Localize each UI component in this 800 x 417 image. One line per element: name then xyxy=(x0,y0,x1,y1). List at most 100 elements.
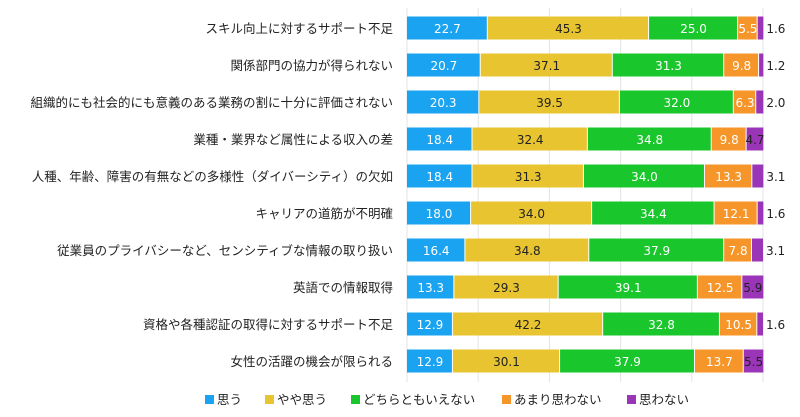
bar-segment xyxy=(407,127,472,151)
data-label: 4.7 xyxy=(745,133,764,147)
bar-segment xyxy=(407,201,471,225)
bar-segment xyxy=(711,127,746,151)
bar-segment xyxy=(752,164,764,188)
data-label: 32.8 xyxy=(648,318,675,332)
legend-label: やや思う xyxy=(277,392,327,407)
data-label: 22.7 xyxy=(434,22,461,36)
category-label: スキル向上に対するサポート不足 xyxy=(205,21,393,36)
data-label: 34.8 xyxy=(636,133,663,147)
category-label: 業種・業界など属性による収入の差 xyxy=(193,132,393,147)
data-label: 37.1 xyxy=(533,59,560,73)
data-label: 5.5 xyxy=(738,22,757,36)
bar-segment xyxy=(407,349,452,373)
legend-swatch xyxy=(351,395,360,404)
data-label: 12.5 xyxy=(707,281,734,295)
category-label: 従業員のプライバシーなど、センシティブな情報の取り扱い xyxy=(57,243,393,258)
bar-segment xyxy=(589,238,724,262)
bar-segment xyxy=(757,312,763,336)
bar-segment xyxy=(697,275,742,299)
bar-segment xyxy=(714,201,757,225)
data-label: 10.5 xyxy=(725,318,752,332)
bar-segment xyxy=(487,16,649,40)
bar-segment xyxy=(480,53,612,77)
category-label: 英語での情報取得 xyxy=(293,280,393,295)
data-label: 39.1 xyxy=(615,281,642,295)
bar-segment xyxy=(751,238,763,262)
bar-segment xyxy=(743,349,764,373)
data-label: 16.4 xyxy=(423,244,450,258)
data-label: 5.5 xyxy=(744,355,763,369)
data-label: 37.9 xyxy=(643,244,670,258)
bar-segment xyxy=(603,312,719,336)
data-label: 6.3 xyxy=(735,96,754,110)
bar-segment xyxy=(592,201,714,225)
bar-segment xyxy=(479,90,619,114)
category-label: 資格や各種認証の取得に対するサポート不足 xyxy=(143,317,394,332)
bar-segment xyxy=(724,53,759,77)
legend-swatch xyxy=(265,395,274,404)
data-label: 13.3 xyxy=(417,281,444,295)
data-label: 9.8 xyxy=(732,59,751,73)
data-label: 12.1 xyxy=(723,207,750,221)
bar-segment xyxy=(742,275,764,299)
data-label: 13.3 xyxy=(715,170,742,184)
data-label: 13.7 xyxy=(706,355,733,369)
data-label: 18.4 xyxy=(426,170,453,184)
data-label: 3.1 xyxy=(766,170,785,184)
bar-segment xyxy=(407,312,452,336)
data-label: 32.4 xyxy=(517,133,544,147)
legend-label: どちらともいえない xyxy=(363,392,475,407)
data-label: 37.9 xyxy=(614,355,641,369)
data-label: 39.5 xyxy=(536,96,563,110)
bar-segment xyxy=(759,53,764,77)
bar-segment xyxy=(746,127,764,151)
bar-segment xyxy=(583,164,704,188)
data-label: 32.0 xyxy=(663,96,690,110)
data-label: 25.0 xyxy=(680,22,707,36)
data-label: 2.0 xyxy=(766,96,785,110)
data-label: 34.8 xyxy=(514,244,541,258)
bar-segment xyxy=(695,349,743,373)
bar-segment xyxy=(472,164,583,188)
data-label: 1.6 xyxy=(766,318,785,332)
data-label: 1.6 xyxy=(766,207,785,221)
legend-swatch xyxy=(502,395,511,404)
bar-segment xyxy=(756,90,764,114)
bar-segment xyxy=(452,349,560,373)
data-label: 30.1 xyxy=(493,355,520,369)
data-label: 18.0 xyxy=(426,207,453,221)
category-label: 組織的にも社会的にも意義のある業務の割に十分に評価されない xyxy=(30,95,393,110)
category-label: 女性の活躍の機会が限られる xyxy=(230,354,393,369)
data-label: 34.4 xyxy=(640,207,667,221)
data-label: 45.3 xyxy=(555,22,582,36)
category-label: 関係部門の協力が得られない xyxy=(230,58,393,73)
bar-segment xyxy=(407,16,487,40)
legend-label: 思う xyxy=(217,392,242,407)
data-label: 29.3 xyxy=(493,281,520,295)
bar-segment xyxy=(558,275,697,299)
bar-segment xyxy=(452,312,603,336)
bar-segment xyxy=(757,16,764,40)
data-label: 34.0 xyxy=(518,207,545,221)
bar-segment xyxy=(472,127,587,151)
bar-segment xyxy=(733,90,756,114)
data-label: 5.9 xyxy=(743,281,762,295)
legend-swatch xyxy=(205,395,214,404)
bar-segment xyxy=(724,238,751,262)
legend-swatch xyxy=(627,395,636,404)
data-label: 20.7 xyxy=(430,59,457,73)
bar-segment xyxy=(587,127,711,151)
bar-segment xyxy=(619,90,733,114)
data-label: 1.2 xyxy=(766,59,785,73)
data-label: 18.4 xyxy=(426,133,453,147)
data-label: 42.2 xyxy=(515,318,542,332)
data-label: 1.6 xyxy=(766,22,785,36)
category-label: 人種、年齢、障害の有無などの多様性（ダイバーシティ）の欠如 xyxy=(32,169,393,184)
bar-segment xyxy=(407,164,472,188)
bar-segment xyxy=(454,275,558,299)
data-label: 7.8 xyxy=(729,244,748,258)
bar-segment xyxy=(560,349,695,373)
data-label: 3.1 xyxy=(766,244,785,258)
bar-segment xyxy=(649,16,738,40)
